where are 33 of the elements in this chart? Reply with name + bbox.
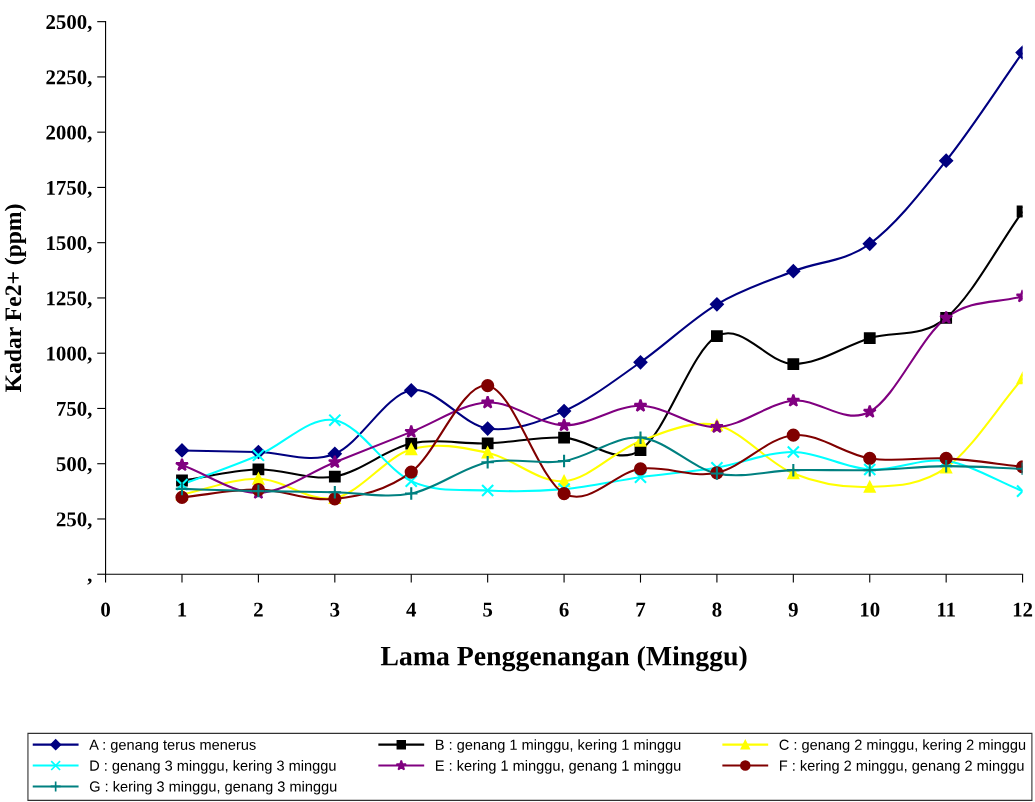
y-tick-label: 2000, [46, 125, 92, 143]
y-axis-title: Kadar Fe2+ (ppm) [4, 204, 27, 392]
x-tick-label: 7 [636, 602, 646, 617]
y-tick-label: 1500, [47, 236, 92, 254]
x-tick-label: 11 [937, 602, 955, 617]
y-tick-label: 750, [57, 401, 92, 419]
x-tick-label: 12 [1013, 602, 1033, 617]
y-tick-label: , [87, 578, 92, 585]
legend-label: F : kering 2 minggu, genang 2 minggu [780, 760, 1024, 774]
x-tick-label: 8 [712, 602, 722, 617]
y-tick-label: 250, [56, 512, 92, 530]
x-tick-label: 2 [254, 602, 263, 617]
legend-label: G : kering 3 minggu, genang 3 minggu [89, 780, 337, 795]
y-tick-label: 1250, [47, 291, 92, 309]
x-tick-label: 6 [559, 602, 569, 617]
legend-label: E : kering 1 minggu, genang 1 minggu [436, 760, 681, 774]
y-tick-label: 2250, [46, 70, 92, 88]
legend-label: A : genang terus menerus [89, 739, 256, 753]
x-tick-label: 9 [788, 602, 798, 617]
y-tick-label: 1750, [47, 180, 92, 198]
x-tick-label: 4 [406, 602, 417, 617]
x-tick-label: 3 [330, 602, 340, 617]
y-tick-label: 500, [56, 457, 92, 475]
x-tick-label: 10 [861, 602, 880, 617]
x-axis-title: Lama Penggenangan (Minggu) [380, 645, 747, 672]
x-tick-label: 5 [483, 602, 493, 617]
legend-label: C : genang 2 minggu, kering 2 minggu [779, 739, 1026, 753]
x-tick-label: 0 [101, 602, 110, 617]
x-tick-label: 1 [178, 602, 187, 617]
y-tick-label: 2500, [46, 15, 92, 33]
legend-label: B : genang 1 minggu, kering 1 minggu [436, 739, 681, 753]
legend-label: D : genang 3 minggu, kering 3 minggu [90, 760, 336, 774]
y-tick-label: 1000, [47, 346, 92, 364]
